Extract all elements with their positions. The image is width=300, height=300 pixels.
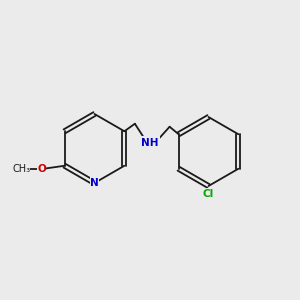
Text: Cl: Cl	[203, 189, 214, 199]
Text: CH₃: CH₃	[12, 164, 30, 174]
Text: NH: NH	[141, 137, 159, 148]
Text: N: N	[90, 178, 99, 188]
Text: O: O	[37, 164, 46, 174]
